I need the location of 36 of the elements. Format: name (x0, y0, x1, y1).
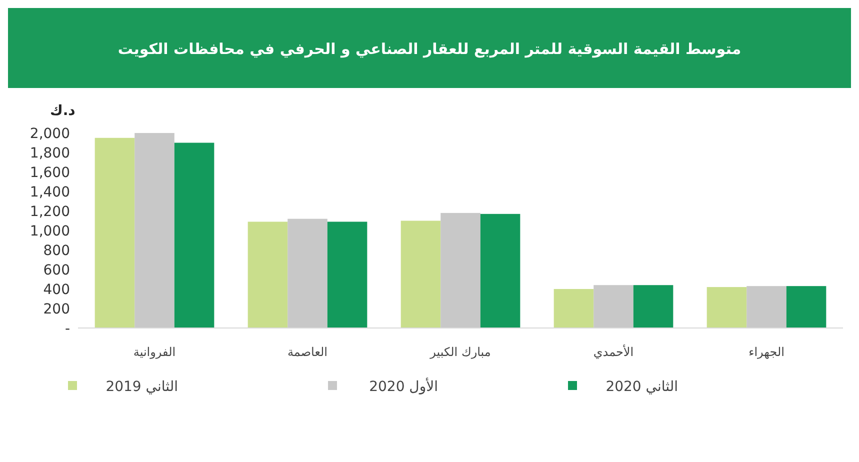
bar (94, 138, 135, 328)
legend-label: الثاني 2020 (606, 378, 678, 395)
bar (706, 287, 747, 328)
y-tick-label: 1,400 (30, 184, 70, 200)
y-tick-label: 1,000 (30, 223, 70, 240)
bar (440, 212, 480, 328)
legend-label: الثاني 2019 (106, 378, 178, 395)
bar (174, 142, 214, 328)
bar (594, 285, 634, 328)
x-tick-label: الأحمدي (593, 344, 634, 359)
y-tick-label: 1,800 (30, 145, 70, 162)
y-tick-label: 400 (43, 282, 70, 298)
y-axis-title: د.ك (50, 103, 76, 119)
y-tick-label: - (64, 320, 70, 337)
x-tick-label: الجهراء (748, 345, 784, 359)
bar (746, 286, 786, 328)
bar (248, 222, 288, 328)
bar (288, 218, 328, 328)
y-tick-label: 800 (43, 242, 70, 259)
bar (786, 286, 826, 328)
y-tick-label: 1,600 (30, 164, 70, 181)
legend-label: الأول 2020 (369, 376, 438, 395)
y-tick-label: 2,000 (30, 126, 70, 142)
bar (480, 214, 520, 328)
y-tick-label: 1,200 (30, 204, 70, 220)
x-tick-label: العاصمة (288, 345, 328, 359)
y-tick-label: 200 (43, 301, 70, 318)
x-tick-label: مبارك الكبير (429, 345, 491, 359)
x-tick-label: الفروانية (133, 345, 176, 359)
bar (134, 133, 174, 328)
chart-title: متوسط القيمة السوقية للمتر المربع للعقار الصناعي و الحرفي في محافظات الكويت (118, 40, 742, 58)
bar (400, 220, 441, 328)
bar (633, 285, 674, 328)
bar (327, 222, 368, 328)
y-tick-label: 600 (43, 262, 70, 278)
bar (554, 289, 594, 328)
